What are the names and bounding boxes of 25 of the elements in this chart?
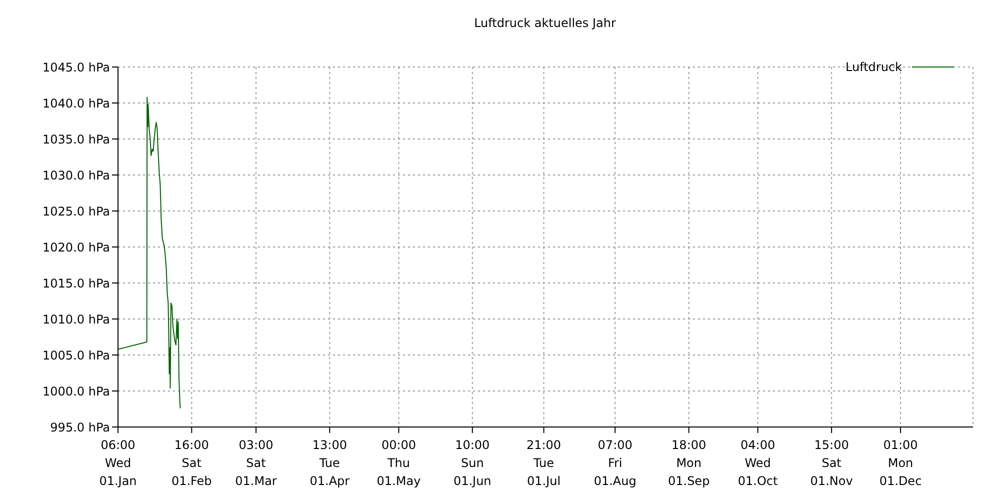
y-tick-label: 1040.0 hPa xyxy=(42,96,110,110)
x-tick-label: 18:00 Mon 01.Sep xyxy=(668,438,710,488)
x-tick-label: 06:00 Wed 01.Jan xyxy=(99,438,137,488)
x-tick-label: 03:00 Sat 01.Mar xyxy=(235,438,277,488)
legend-label: Luftdruck xyxy=(845,60,902,74)
x-tick-label: 01:00 Mon 01.Dec xyxy=(879,438,922,488)
x-tick-label: 16:00 Sat 01.Feb xyxy=(171,438,212,488)
y-tick-label: 1025.0 hPa xyxy=(42,204,110,218)
x-tick-label: 00:00 Thu 01.May xyxy=(376,438,421,488)
x-tick-label: 21:00 Tue 01.Jul xyxy=(526,438,562,488)
y-tick-label: 995.0 hPa xyxy=(50,420,110,434)
x-tick-label: 07:00 Fri 01.Aug xyxy=(594,438,636,488)
y-tick-label: 1045.0 hPa xyxy=(42,60,110,74)
x-tick-label: 15:00 Sat 01.Nov xyxy=(810,438,853,488)
x-tick-label: 13:00 Tue 01.Apr xyxy=(310,438,350,488)
chart-title: Luftdruck aktuelles Jahr xyxy=(473,16,617,30)
x-tick-label: 10:00 Sun 01.Jun xyxy=(453,438,492,488)
y-tick-label: 1010.0 hPa xyxy=(42,312,110,326)
y-tick-label: 1030.0 hPa xyxy=(42,168,110,182)
y-tick-label: 1035.0 hPa xyxy=(42,132,110,146)
x-tick-label: 04:00 Wed 01.Oct xyxy=(738,438,778,488)
y-tick-label: 1020.0 hPa xyxy=(42,240,110,254)
y-tick-label: 1005.0 hPa xyxy=(42,348,110,362)
y-tick-label: 1015.0 hPa xyxy=(42,276,110,290)
y-tick-label: 1000.0 hPa xyxy=(42,384,110,398)
